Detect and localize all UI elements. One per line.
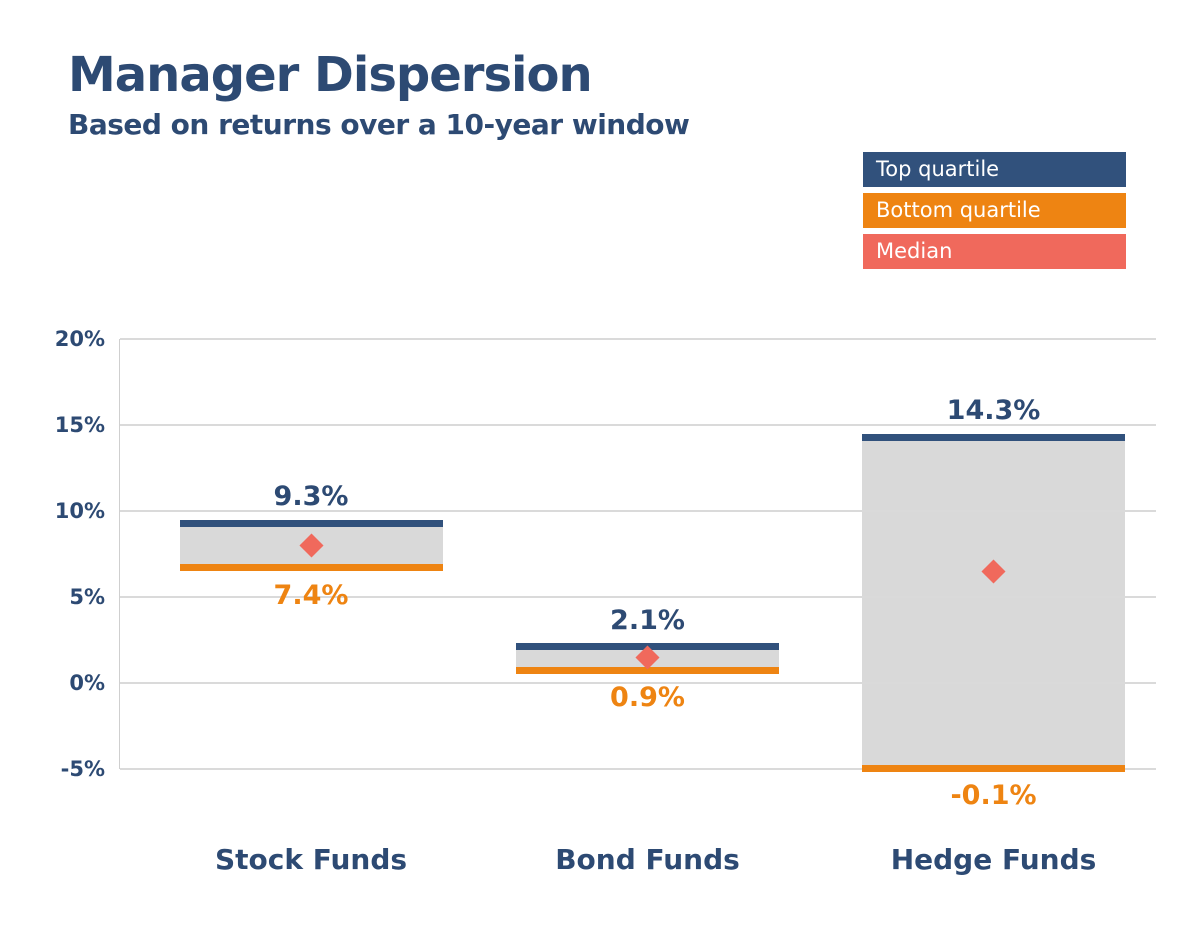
top-quartile-line-3 [862,433,1125,441]
gridline--5% [120,768,1156,770]
bottom-quartile-line-1 [179,564,443,572]
title-block: Manager Dispersion Based on returns over… [68,47,690,142]
legend-item-top-quartile: Top quartile [863,152,1126,187]
bottom-quartile-value-3: -0.1% [950,780,1037,812]
range-bar-3 [862,437,1125,769]
y-tick-label-5%: 5% [69,585,105,609]
top-quartile-value-3: 14.3% [946,395,1041,427]
y-tick-label-15%: 15% [54,413,105,437]
gridline-15% [120,424,1156,426]
gridline-20% [120,338,1156,340]
category-label-hedge-funds: Hedge Funds [890,843,1097,876]
legend-item-median: Median [863,234,1126,269]
top-quartile-line-1 [179,519,443,527]
top-quartile-value-1: 9.3% [273,481,349,513]
category-label-stock-funds: Stock Funds [214,843,408,876]
y-tick-label--5%: -5% [60,757,105,781]
gridline-0% [120,682,1156,684]
y-tick-label-20%: 20% [54,327,105,351]
y-tick-label-10%: 10% [54,499,105,523]
bottom-quartile-line-2 [516,666,779,674]
y-tick-label-0%: 0% [69,671,105,695]
bottom-quartile-value-2: 0.9% [610,682,685,714]
legend-item-bottom-quartile: Bottom quartile [863,193,1126,228]
top-quartile-value-2: 2.1% [610,604,685,636]
chart-subtitle: Based on returns over a 10-year window [68,108,690,142]
plot-area: 9.3% 7.4% Stock Funds 2.1% 0.9% Bond Funds 14.… [119,338,1156,876]
category-label-bond-funds: Bond Funds [555,843,740,876]
gridline-5% [120,596,1156,598]
bottom-quartile-line-3 [862,764,1125,772]
bottom-quartile-value-1: 7.4% [273,579,349,611]
chart-title: Manager Dispersion [68,47,593,103]
legend: Top quartile Bottom quartile Median [863,152,1126,275]
gridline-10% [120,510,1156,512]
